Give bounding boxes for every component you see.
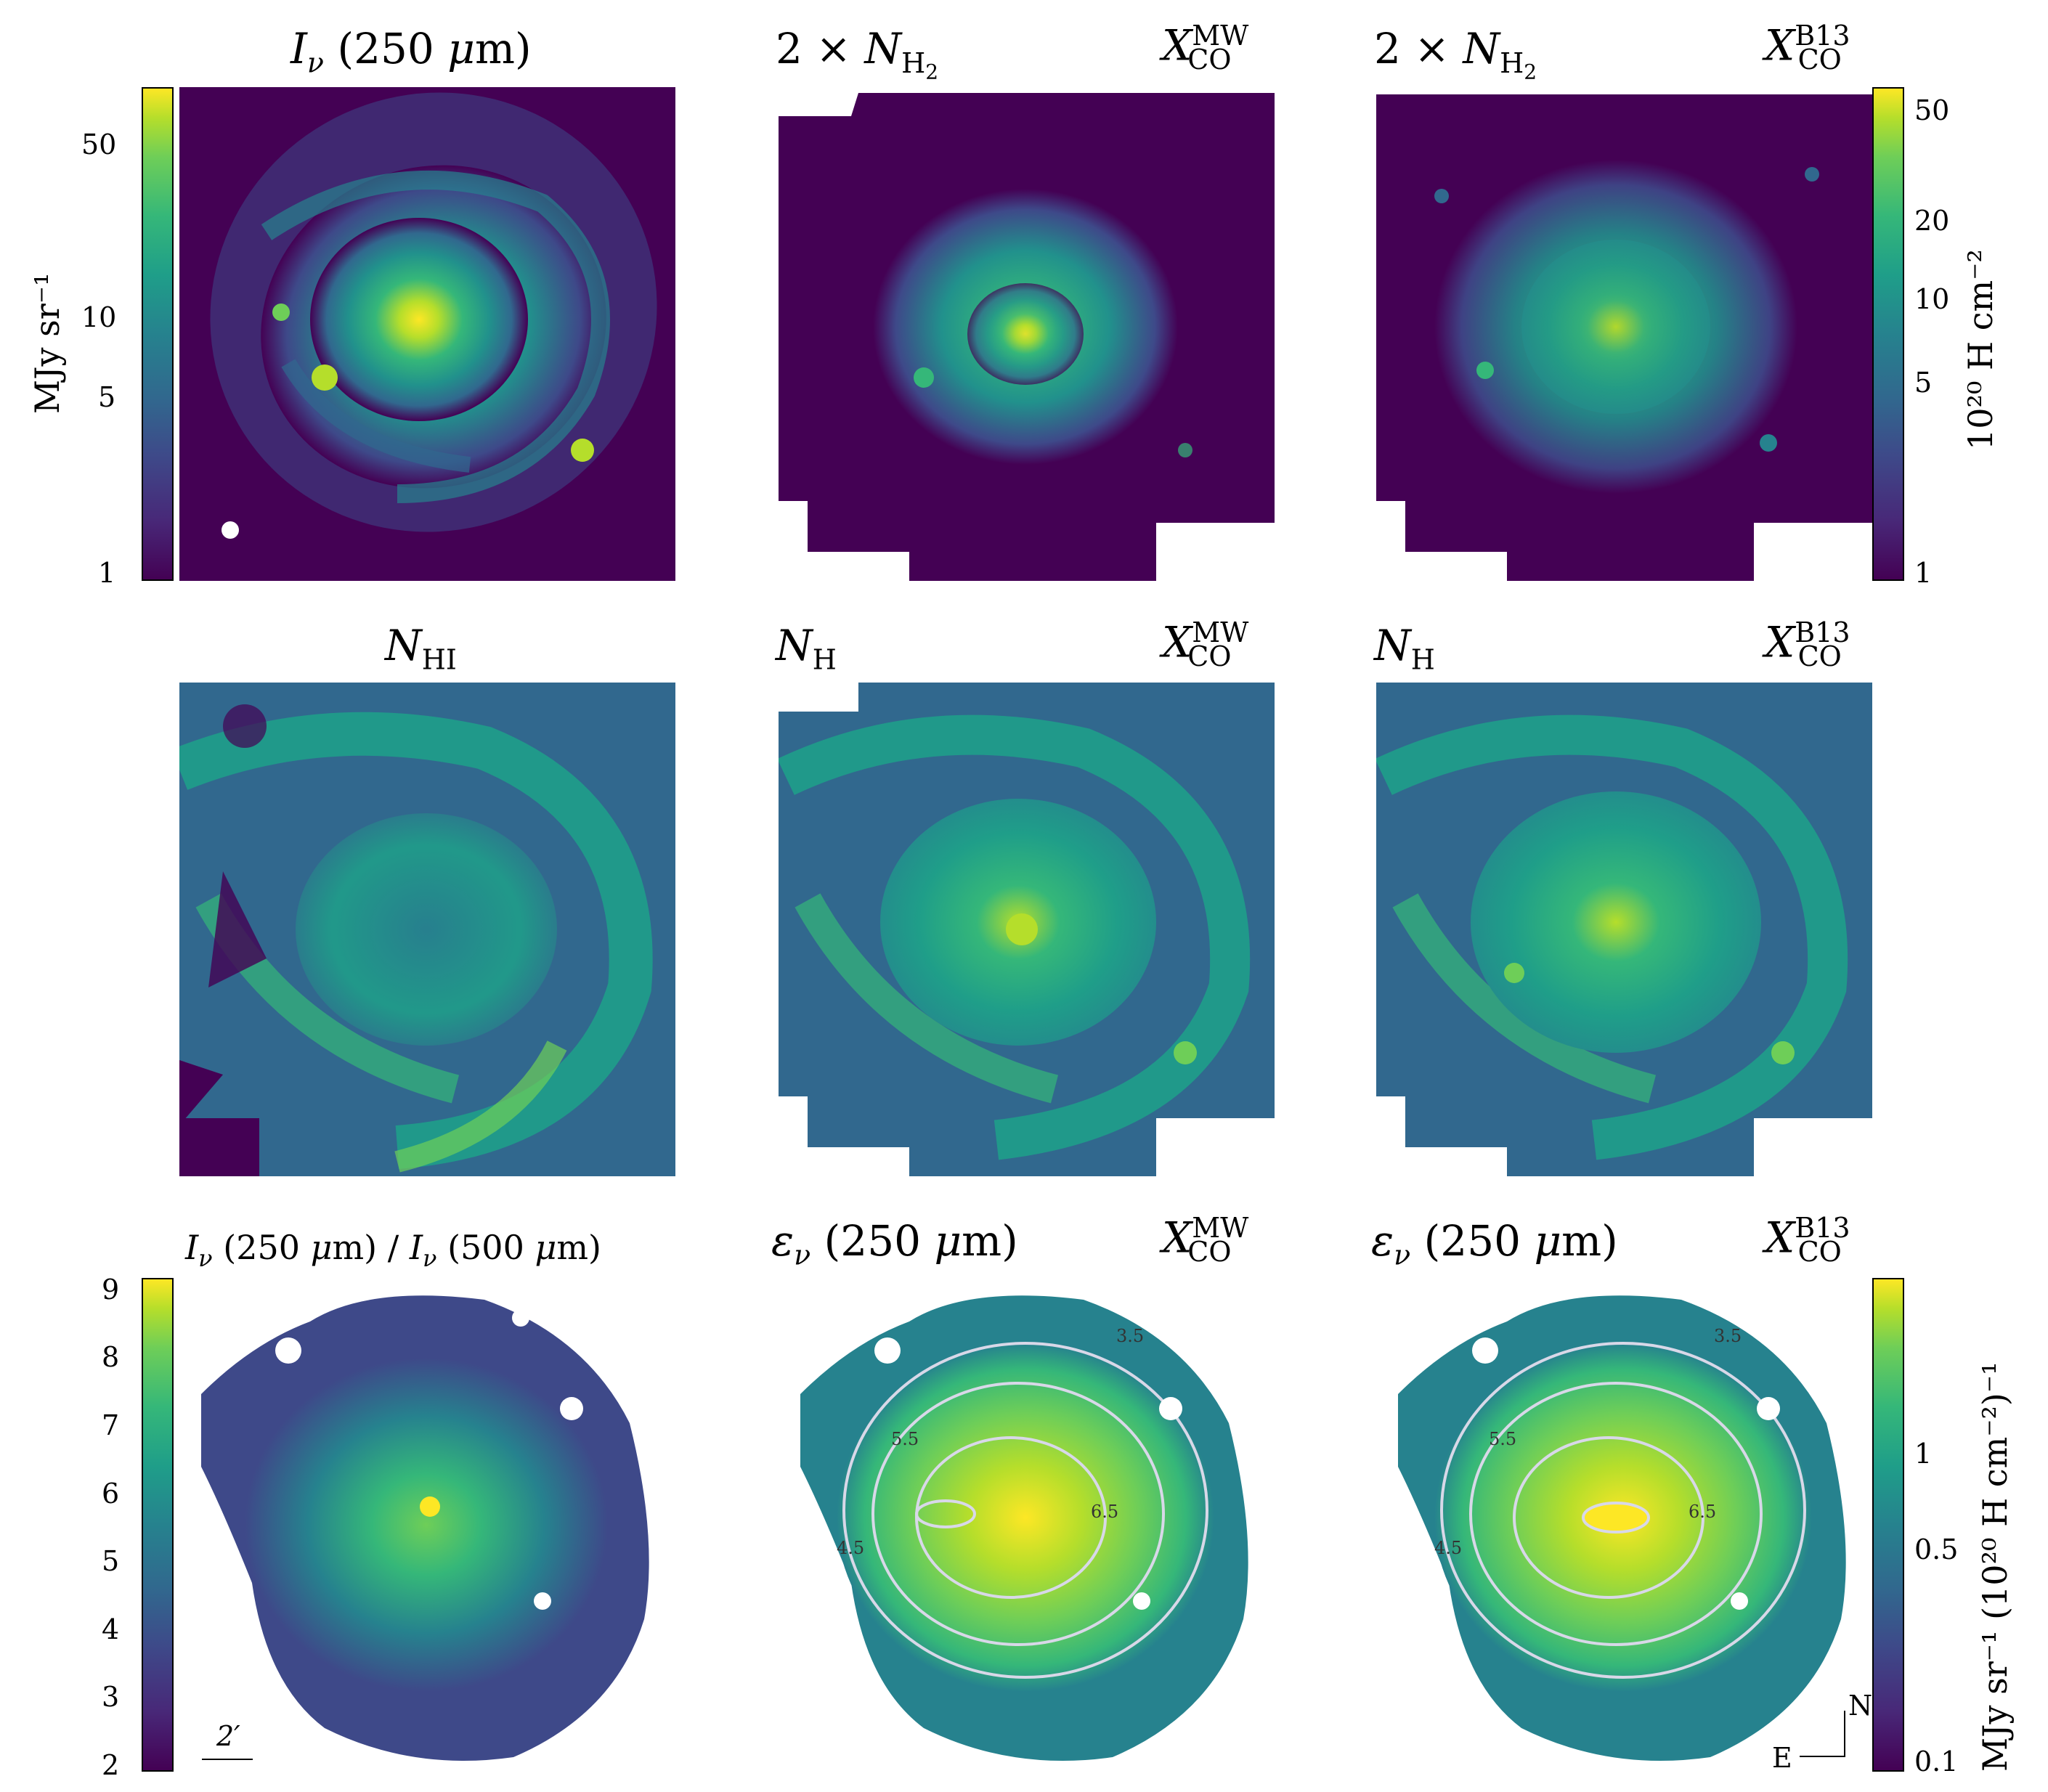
model-label-b13-3: XB13CO <box>1765 1212 1850 1268</box>
contour-label-55a: 5.5 <box>891 1429 919 1449</box>
compass-east-label: E <box>1772 1742 1792 1774</box>
panel-title-nh2-b13: 2 × NH2 <box>1374 24 1537 84</box>
ratio-tick-7: 7 <box>102 1409 120 1441</box>
contour-label-45a: 4.5 <box>837 1538 864 1558</box>
heatmap-nh2-b13 <box>1376 87 1872 581</box>
colorbar-emissivity <box>1872 1278 1904 1772</box>
panel-title-nh2-mw: 2 × NH2 <box>776 24 939 84</box>
contour-label-65a: 6.5 <box>1091 1502 1118 1522</box>
contour-label-35a: 3.5 <box>1116 1326 1144 1346</box>
heatmap-nh2-mw <box>779 87 1275 581</box>
colorbar-column-density <box>1872 87 1904 581</box>
heatmap-i250 <box>179 87 675 581</box>
model-label-mw-1: XMWCO <box>1162 20 1249 76</box>
panel-title-ratio: Iν (250 μm) / Iν (500 μm) <box>185 1228 601 1273</box>
model-label-mw-3: XMWCO <box>1162 1212 1249 1268</box>
emis-tick-1: 1 <box>1914 1438 1933 1470</box>
colorbar-intensity <box>142 87 174 581</box>
heatmap-nhi <box>179 683 675 1176</box>
compass-north-arrow <box>1844 1711 1845 1757</box>
ratio-tick-9: 9 <box>102 1274 120 1306</box>
cbar-label-emissivity: MJy sr⁻¹ (10²⁰ H cm⁻²)⁻¹ <box>1975 1361 2015 1772</box>
compass-east-arrow <box>1800 1756 1845 1757</box>
heatmap-nh-mw <box>779 683 1275 1176</box>
contour-label-35b: 3.5 <box>1714 1326 1742 1346</box>
heatmap-emis-b13: 3.5 5.5 6.5 4.5 <box>1376 1278 1872 1772</box>
panel-title-emis-b13: εν (250 μm) <box>1371 1216 1618 1271</box>
ratio-tick-5: 5 <box>102 1545 120 1577</box>
colorbar-ratio <box>142 1278 174 1772</box>
panel-title-nhi: NHI <box>385 621 457 676</box>
ratio-tick-8: 8 <box>102 1341 120 1373</box>
panel-title-nh-b13: NH <box>1374 621 1435 676</box>
contour-label-45b: 4.5 <box>1434 1538 1462 1558</box>
cbar-label-intensity: MJy sr⁻¹ <box>28 272 67 414</box>
contour-label-65b: 6.5 <box>1689 1502 1716 1522</box>
scale-bar-label: 2′ <box>216 1720 240 1752</box>
cbar-tick-r-1: 1 <box>1914 557 1933 589</box>
emis-tick-05: 0.5 <box>1914 1534 1959 1565</box>
cbar-tick-10: 10 <box>81 301 117 333</box>
cbar-tick-1: 1 <box>98 557 116 589</box>
panel-title-i250: Iν (250 μm) <box>290 24 532 79</box>
ratio-tick-4: 4 <box>102 1613 120 1645</box>
heatmap-nh-b13 <box>1376 683 1872 1176</box>
cbar-label-column-density: 10²⁰ H cm⁻² <box>1961 249 2000 450</box>
scale-bar <box>202 1759 253 1760</box>
panel-title-emis-mw: εν (250 μm) <box>771 1216 1018 1271</box>
model-label-mw-2: XMWCO <box>1162 616 1249 672</box>
cbar-tick-r-50: 50 <box>1914 94 1950 126</box>
panel-title-nh-mw: NH <box>776 621 837 676</box>
cbar-tick-r-5: 5 <box>1914 367 1933 399</box>
emis-tick-01: 0.1 <box>1914 1746 1959 1777</box>
compass-north-label: N <box>1848 1690 1873 1722</box>
cbar-tick-r-10: 10 <box>1914 283 1950 315</box>
cbar-tick-5: 5 <box>98 381 116 413</box>
cbar-tick-r-20: 20 <box>1914 205 1950 237</box>
ratio-tick-2: 2 <box>102 1749 120 1781</box>
cbar-tick-50: 50 <box>81 129 117 160</box>
contour-label-55b: 5.5 <box>1489 1429 1516 1449</box>
ratio-tick-3: 3 <box>102 1681 120 1713</box>
beam-marker <box>222 521 239 539</box>
model-label-b13-1: XB13CO <box>1765 20 1850 76</box>
heatmap-ratio <box>179 1278 675 1772</box>
ratio-tick-6: 6 <box>102 1478 120 1510</box>
heatmap-emis-mw: 3.5 5.5 6.5 4.5 <box>779 1278 1275 1772</box>
model-label-b13-2: XB13CO <box>1765 616 1850 672</box>
